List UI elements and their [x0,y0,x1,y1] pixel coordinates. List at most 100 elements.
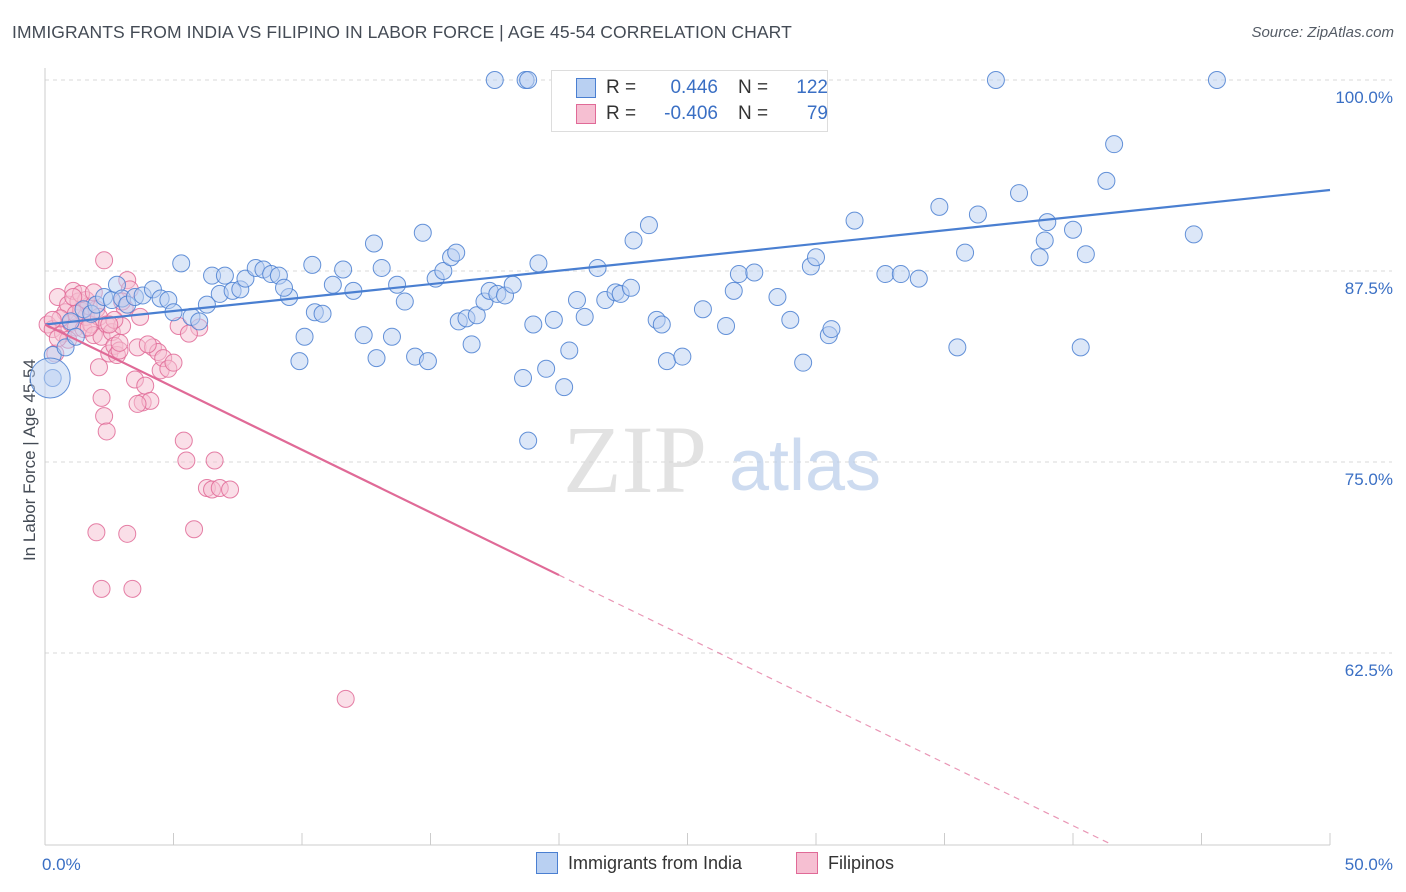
grid-lines [45,79,1392,654]
legend-row-filipinos: R = -0.406 N = 79 [576,102,828,126]
y-tick-label-0: 100.0% [1335,88,1393,107]
legend-item-filipinos[interactable]: Filipinos [796,852,894,874]
india-point-102 [986,71,1005,89]
source-label: Source: ZipAtlas.com [1251,24,1394,41]
india-point-104 [1030,248,1049,267]
india-point-88 [768,287,787,306]
trend-line-1 [44,323,560,577]
india-point-119 [303,255,322,274]
legend-swatch-india [576,78,596,98]
india-point-76 [621,278,640,297]
india-point-55 [462,335,481,354]
india-point-56 [467,306,486,325]
india-point-83 [673,347,692,366]
filipinos-point-76 [128,394,147,413]
india-point-71 [575,307,594,326]
filipinos-point-53 [92,579,111,598]
filipinos-point-59 [221,480,240,499]
filipinos-point-52 [87,523,106,542]
india-point-105 [1035,231,1054,250]
filipinos-point-75 [138,335,157,354]
filipinos-point-65 [64,287,83,306]
india-point-34 [290,352,309,371]
india-point-113 [1207,71,1226,89]
india-big-point-0 [29,357,71,399]
legend-n-label: N = [738,77,769,98]
filipinos-point-54 [118,524,137,543]
legend-label-india: Immigrants from India [568,852,743,873]
legend-swatch-filipinos [576,104,596,124]
india-point-95 [876,265,895,284]
india-point-94 [845,211,864,230]
india-point-48 [413,223,432,242]
india-point-99 [948,338,967,357]
india-point-79 [519,71,538,89]
india-point-100 [956,243,975,262]
india-point-89 [781,310,800,329]
india-point-86 [729,265,748,284]
india-point-43 [372,258,391,277]
filipinos-point-44 [177,451,196,470]
india-point-85 [717,317,736,336]
india-point-80 [639,216,658,235]
india-point-96 [891,265,910,284]
india-point-117 [367,349,386,368]
india-point-45 [388,275,407,294]
india-point-91 [807,248,825,267]
india-point-110 [1097,171,1116,190]
india-point-69 [560,341,579,360]
india-point-66 [537,359,556,378]
filipinos-point-57 [205,451,224,470]
trend-line-0 [44,188,1331,326]
filipinos-point-41 [164,353,183,372]
stats-legend: R = 0.446 N = 122 R = -0.406 N = 79 [551,70,828,132]
india-point-97 [909,269,928,288]
y-tick-label-3: 62.5% [1345,661,1393,680]
india-point-67 [544,310,563,329]
india-point-51 [434,262,453,280]
watermark-zip: ZIP [563,406,707,513]
filipinos-point-55 [123,579,142,598]
india-point-108 [1071,338,1090,357]
india-point-70 [567,291,586,310]
india-point-115 [724,281,743,300]
legend-n-value: 122 [796,77,828,98]
india-point-41 [354,326,373,345]
filipinos-point-45 [185,520,204,539]
tick-labels: 100.0% 87.5% 75.0% 62.5% 0.0% 50.0% [42,88,1393,874]
india-point-61 [503,275,522,294]
filipinos-point-77 [110,333,129,352]
india-point-35 [295,327,314,346]
filipinos-point-69 [100,315,119,334]
legend-item-india[interactable]: Immigrants from India [536,852,742,874]
india-point-65 [529,254,548,273]
filipinos-point-51 [97,422,116,441]
india-point-44 [382,327,401,346]
india-point-116 [794,353,813,372]
trend-line-dashed-1 [558,574,1113,846]
filipinos-point-43 [174,431,193,450]
india-point-107 [1064,220,1082,239]
filipinos-point-34 [136,376,155,395]
india-point-82 [657,352,676,371]
india-point-106 [1038,213,1057,232]
india-point-121 [624,231,643,250]
india-point-63 [519,431,538,450]
india-point-37 [313,304,332,323]
legend-swatch-filipinos [796,852,818,874]
india-point-42 [364,234,383,253]
india-point-109 [1076,245,1095,264]
india-point-21 [190,312,209,331]
y-tick-label-2: 75.0% [1345,470,1393,489]
legend-swatch-india [536,852,558,874]
india-point-46 [395,292,414,311]
india-point-87 [745,263,764,282]
watermark-atlas: atlas [729,426,881,506]
india-point-19 [172,254,191,273]
india-point-77 [485,71,504,89]
x-tick-label-0: 0.0% [42,855,81,874]
india-point-118 [275,278,294,297]
filipinos-point-68 [131,307,150,326]
india-point-98 [930,197,949,216]
